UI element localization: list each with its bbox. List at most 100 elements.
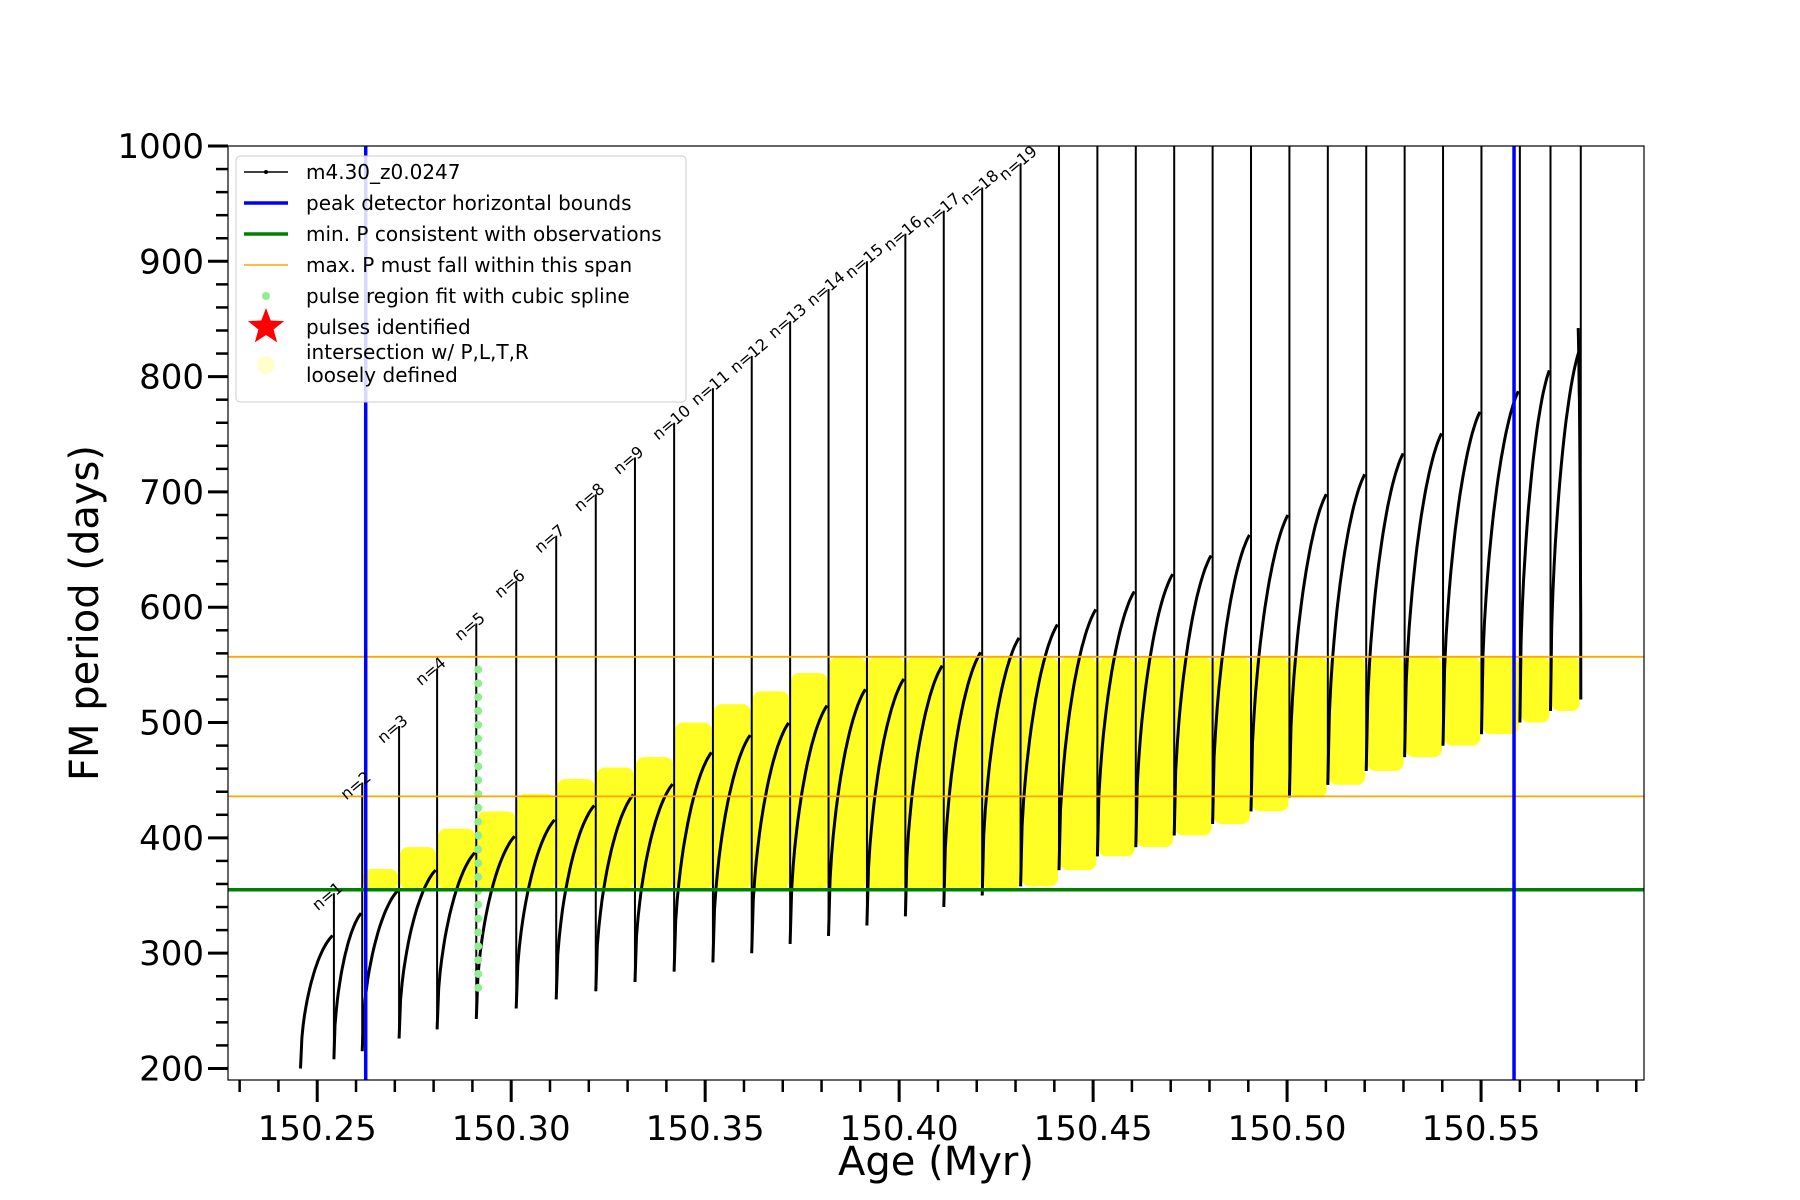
y-tick-label: 400 xyxy=(139,819,204,859)
pulse-track xyxy=(1364,452,1405,772)
spline-point xyxy=(474,707,483,716)
legend-box xyxy=(235,155,687,403)
spline-point xyxy=(474,845,483,854)
pulse-track xyxy=(980,637,1021,896)
pulse-track xyxy=(1518,369,1551,723)
pulse-track xyxy=(474,835,516,1019)
pulse-track xyxy=(942,651,982,908)
pulse-track xyxy=(1172,554,1213,836)
intersection-region xyxy=(1021,656,1058,887)
spline-point xyxy=(474,928,483,937)
spline-point xyxy=(474,776,483,785)
pulse-track xyxy=(711,734,752,963)
intersection-region xyxy=(791,672,828,890)
pulse-track xyxy=(397,869,437,1039)
spline-point xyxy=(474,762,483,771)
x-tick-label: 150.50 xyxy=(1228,1109,1347,1149)
spline-point xyxy=(474,983,483,992)
y-tick-label: 200 xyxy=(139,1049,204,1089)
intersection-region xyxy=(983,656,1020,890)
y-axis-ticks: 200 300 400 500 600 700 800 900 1000 xyxy=(117,127,228,1089)
pulse-track xyxy=(1441,411,1482,746)
y-tick-label: 900 xyxy=(139,242,204,282)
spline-point xyxy=(474,942,483,951)
legend-label: min. P consistent with observations xyxy=(306,222,662,246)
pulse-track xyxy=(1480,390,1520,735)
pulse-track xyxy=(360,889,399,1052)
y-tick-label: 300 xyxy=(139,934,204,974)
pulse-track xyxy=(827,688,867,936)
legend-swatch-star xyxy=(247,308,285,343)
intersection-region xyxy=(438,828,476,890)
spline-point xyxy=(474,956,483,965)
pulse-track xyxy=(554,804,596,1000)
intersection-region xyxy=(1551,656,1580,712)
x-tick-label: 150.40 xyxy=(840,1109,959,1149)
x-axis-ticks: 150.25 150.30 150.35 150.40 150.45 150.50 150.… xyxy=(238,1080,1638,1149)
spline-point xyxy=(474,693,483,702)
intersection-region xyxy=(1252,656,1289,812)
legend-label-line2: loosely defined xyxy=(306,363,458,387)
legend-swatch-dot xyxy=(262,292,270,300)
intersection-region xyxy=(752,691,790,890)
legend-label: pulses identified xyxy=(306,315,471,339)
spline-point xyxy=(474,873,483,882)
pulse-track xyxy=(750,722,790,954)
pulse-track xyxy=(1211,534,1251,825)
legend-label-line1: intersection w/ P,L,T,R xyxy=(306,340,529,364)
intersection-region xyxy=(1367,656,1404,771)
spline-point xyxy=(474,665,483,674)
spline-point xyxy=(474,803,483,812)
x-tick-label: 150.45 xyxy=(1034,1109,1153,1149)
spline-point xyxy=(474,817,483,826)
pulse-track xyxy=(1057,608,1098,871)
pulse-track xyxy=(903,664,944,917)
pulse-track xyxy=(1095,590,1136,857)
pulse-track xyxy=(514,818,556,1009)
pulse-track xyxy=(1019,623,1059,887)
legend-label: max. P must fall within this span xyxy=(306,253,632,277)
x-axis-title: Age (Myr) xyxy=(838,1139,1034,1185)
intersection-region xyxy=(1520,656,1550,723)
pulse-track xyxy=(594,793,635,992)
intersection-region xyxy=(1175,656,1212,836)
pulse-track xyxy=(672,751,713,972)
pulse-track xyxy=(788,704,829,944)
intersection-region xyxy=(944,656,982,890)
intersection-region xyxy=(477,811,516,890)
legend-label: m4.30_z0.0247 xyxy=(306,160,461,184)
x-tick-label: 150.25 xyxy=(258,1109,377,1149)
y-tick-label: 500 xyxy=(139,704,204,744)
intersection-region xyxy=(557,779,595,890)
y-axis-title: FM period (days) xyxy=(62,445,108,781)
intersection-region xyxy=(1405,656,1443,758)
pulse-track xyxy=(1134,573,1175,848)
intersection-region xyxy=(1136,656,1174,848)
legend-label: pulse region fit with cubic spline xyxy=(306,284,630,308)
intersection-region xyxy=(363,868,399,890)
intersection-region xyxy=(400,847,437,890)
y-tick-label: 600 xyxy=(139,588,204,628)
spline-point xyxy=(474,720,483,729)
pulse-track xyxy=(435,851,476,1030)
spline-point xyxy=(474,859,483,868)
highlight-bands xyxy=(363,656,1580,890)
spline-point xyxy=(474,679,483,688)
pulse-track xyxy=(1403,432,1443,758)
intersection-region xyxy=(1444,656,1481,746)
y-tick-label: 700 xyxy=(139,473,204,513)
legend-swatch-model-dot xyxy=(264,170,268,174)
plot-frame xyxy=(227,145,1645,1081)
intersection-region xyxy=(829,656,866,890)
x-tick-label: 150.35 xyxy=(646,1109,765,1149)
x-tick-label: 150.30 xyxy=(452,1109,571,1149)
intersection-region xyxy=(906,656,943,890)
intersection-region xyxy=(1213,656,1251,825)
pulse-track xyxy=(299,934,334,1069)
legend-swatch-big-dot xyxy=(257,356,275,374)
intersection-region xyxy=(867,656,905,890)
intersection-region xyxy=(596,767,634,890)
intersection-region xyxy=(1098,656,1135,857)
